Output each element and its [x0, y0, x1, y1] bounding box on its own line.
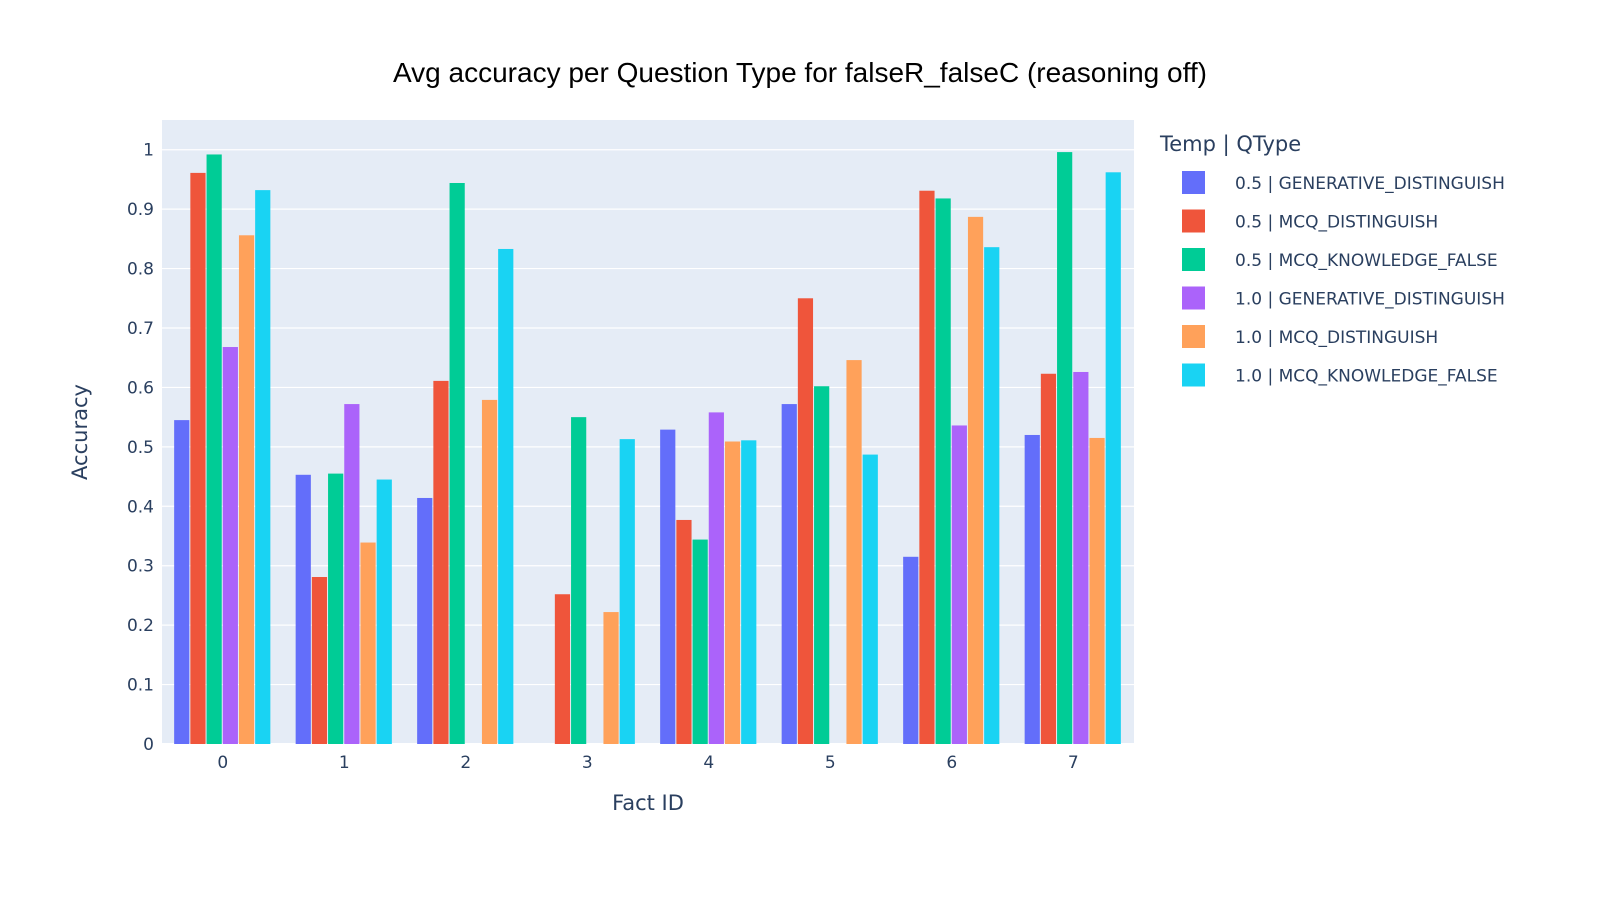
bar[interactable] — [238, 235, 255, 744]
bar[interactable] — [797, 298, 814, 744]
bar[interactable] — [433, 380, 449, 744]
bar[interactable] — [328, 473, 344, 744]
y-tick-label: 0 — [143, 735, 154, 755]
bar[interactable] — [376, 479, 392, 744]
bar[interactable] — [498, 248, 514, 744]
chart-title: Avg accuracy per Question Type for false… — [393, 57, 1207, 88]
y-axis-ticks: 0 0.1 0.2 0.3 0.4 0.5 0.6 0.7 0.8 0.9 1 — [127, 141, 154, 755]
legend-swatch — [1182, 171, 1205, 194]
x-tick-label: 3 — [582, 753, 593, 773]
bar[interactable] — [846, 360, 862, 744]
bar[interactable] — [481, 399, 498, 744]
y-tick-label: 0.7 — [127, 319, 154, 339]
x-axis-ticks: 0 1 2 3 4 5 6 7 — [217, 753, 1078, 773]
x-tick-label: 1 — [339, 753, 350, 773]
bar[interactable] — [1089, 437, 1105, 744]
bar[interactable] — [1073, 371, 1089, 744]
y-tick-label: 0.9 — [127, 200, 154, 220]
bar[interactable] — [174, 420, 190, 744]
bar[interactable] — [781, 404, 797, 744]
bar[interactable] — [206, 154, 222, 744]
y-tick-label: 0.6 — [127, 378, 154, 398]
bar[interactable] — [919, 190, 935, 745]
bar[interactable] — [1105, 172, 1121, 745]
legend-swatch — [1182, 286, 1205, 310]
bar[interactable] — [295, 474, 311, 744]
bar[interactable] — [1040, 373, 1057, 744]
bars — [174, 152, 1121, 745]
y-tick-label: 0.8 — [127, 260, 154, 280]
bar[interactable] — [554, 594, 571, 744]
bar[interactable] — [449, 182, 465, 745]
y-tick-label: 0.2 — [127, 616, 154, 636]
bar[interactable] — [676, 519, 692, 744]
bar[interactable] — [951, 425, 967, 744]
legend-title: Temp | QType — [1159, 132, 1301, 157]
legend-item-label[interactable]: 1.0 | GENERATIVE_DISTINGUISH — [1235, 290, 1505, 310]
bar[interactable] — [222, 347, 238, 744]
legend-item-label[interactable]: 0.5 | MCQ_DISTINGUISH — [1235, 213, 1438, 233]
bar[interactable] — [571, 417, 587, 744]
bar[interactable] — [967, 216, 984, 744]
x-tick-label: 7 — [1068, 753, 1079, 773]
bar[interactable] — [814, 386, 830, 744]
bar[interactable] — [255, 190, 271, 744]
x-axis-title: Fact ID — [612, 791, 684, 815]
bar[interactable] — [692, 539, 708, 744]
bar[interactable] — [1024, 434, 1040, 744]
legend-item-label[interactable]: 1.0 | MCQ_DISTINGUISH — [1235, 328, 1438, 348]
bar[interactable] — [344, 404, 360, 744]
legend-swatch — [1182, 325, 1205, 348]
bar[interactable] — [935, 198, 951, 745]
legend[interactable]: Temp | QType 0.5 | GENERATIVE_DISTINGUIS… — [1159, 132, 1505, 387]
legend-item-label[interactable]: 1.0 | MCQ_KNOWLEDGE_FALSE — [1235, 367, 1498, 387]
bar[interactable] — [360, 542, 376, 744]
x-tick-label: 5 — [825, 753, 836, 773]
bar[interactable] — [619, 439, 635, 744]
legend-item-label[interactable]: 0.5 | MCQ_KNOWLEDGE_FALSE — [1235, 251, 1498, 271]
bar[interactable] — [603, 612, 619, 744]
y-axis-title: Accuracy — [68, 384, 92, 480]
x-tick-label: 2 — [460, 753, 471, 773]
bar[interactable] — [708, 412, 724, 744]
legend-swatch — [1182, 363, 1205, 387]
bar[interactable] — [417, 497, 433, 744]
bar[interactable] — [1057, 152, 1073, 744]
legend-swatch — [1182, 209, 1205, 233]
y-tick-label: 0.4 — [127, 497, 154, 517]
bar[interactable] — [190, 172, 206, 745]
legend-swatch — [1182, 248, 1205, 271]
y-tick-label: 1 — [143, 141, 154, 161]
legend-item-label[interactable]: 0.5 | GENERATIVE_DISTINGUISH — [1235, 174, 1505, 194]
y-tick-label: 0.5 — [127, 438, 154, 458]
x-tick-label: 4 — [703, 753, 714, 773]
x-tick-label: 6 — [946, 753, 957, 773]
bar[interactable] — [724, 441, 741, 744]
bar[interactable] — [984, 247, 1000, 745]
y-tick-label: 0.1 — [127, 676, 154, 696]
bar[interactable] — [311, 577, 328, 744]
bar[interactable] — [862, 454, 878, 744]
bar[interactable] — [660, 429, 676, 744]
bar[interactable] — [903, 556, 919, 744]
y-tick-label: 0.3 — [127, 557, 154, 577]
x-tick-label: 0 — [217, 753, 228, 773]
bar[interactable] — [741, 440, 757, 744]
